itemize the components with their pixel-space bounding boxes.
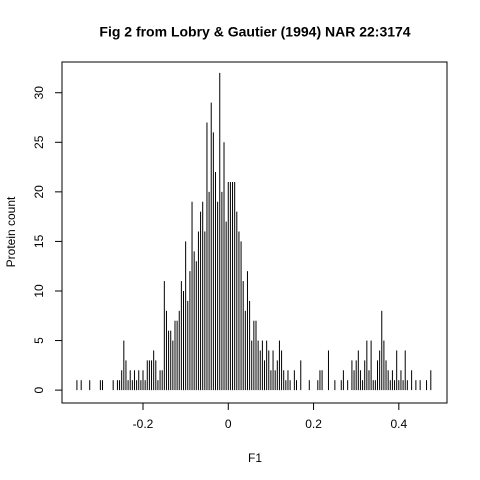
x-tick-label: 0: [225, 417, 232, 431]
y-tick-label: 30: [32, 86, 46, 100]
plot-frame: [61, 61, 448, 404]
y-tick-label: 20: [32, 185, 46, 199]
y-tick-label: 0: [32, 386, 46, 393]
x-axis-label: F1: [248, 451, 262, 465]
y-axis-label: Protein count: [4, 196, 18, 267]
x-tick-label: 0.4: [390, 417, 407, 431]
y-tick-label: 10: [32, 284, 46, 298]
y-tick-label: 15: [32, 234, 46, 248]
y-tick-label: 25: [32, 135, 46, 149]
x-tick-label: -0.2: [133, 417, 154, 431]
y-tick-label: 5: [32, 337, 46, 344]
x-tick-label: 0.2: [305, 417, 322, 431]
chart-title: Fig 2 from Lobry & Gautier (1994) NAR 22…: [99, 24, 410, 40]
